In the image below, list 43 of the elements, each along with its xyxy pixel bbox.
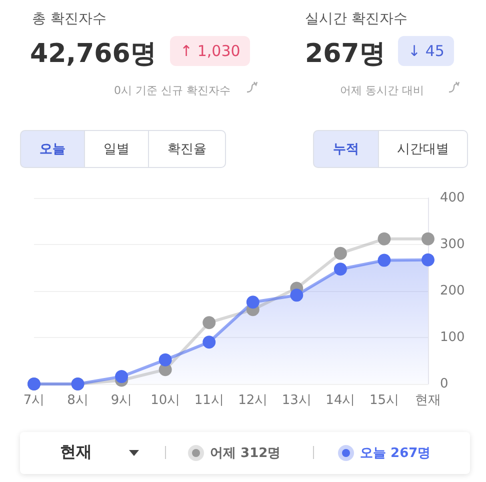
text: 일별 <box>84 130 149 168</box>
legend-label: 어제 312명 <box>210 445 281 462</box>
text: ↑ 1,030 <box>170 36 250 66</box>
point <box>422 253 434 266</box>
y-tick-label: 200 <box>440 284 465 298</box>
text: 0시 기준 신규 확진자수 <box>114 83 230 98</box>
point <box>202 336 216 349</box>
point <box>378 232 391 246</box>
y-tick-label: 400 <box>440 190 465 206</box>
x-tick-label: 15시 <box>369 393 399 408</box>
text: 42,766명 <box>30 38 156 71</box>
text: 오늘 <box>20 130 85 168</box>
x-tick-label: 12시 <box>238 393 268 408</box>
x-tick-label: 현재 <box>415 393 441 408</box>
text: 어제 동시간 대비 <box>340 83 424 98</box>
x-tick-label: 14시 <box>326 393 356 408</box>
text: 실시간 확진자수 <box>305 10 408 28</box>
text: 총 확진자수 <box>32 10 106 28</box>
x-tick-label: 8시 <box>67 393 88 408</box>
y-tick-label: 0 <box>440 376 448 392</box>
x-tick-label: 7시 <box>23 393 45 408</box>
x-tick-label: 9시 <box>110 393 132 408</box>
point <box>378 254 391 267</box>
point <box>115 370 128 384</box>
x-tick-label: 11시 <box>194 393 224 408</box>
text: 누적 <box>313 130 379 168</box>
legend-label: 오늘 267명 <box>360 445 431 462</box>
text: 시간대별 <box>378 130 468 168</box>
x-tick-label: 13시 <box>282 393 312 408</box>
y-tick-label: 100 <box>440 330 465 345</box>
point <box>422 232 434 246</box>
point <box>334 262 347 276</box>
y-tick-label: 300 <box>440 237 465 252</box>
text: 확진율 <box>148 130 226 168</box>
text: 현재 <box>60 442 92 463</box>
point <box>202 316 216 330</box>
x-tick-label: 10시 <box>150 393 180 408</box>
text: ↓ 45 <box>398 36 454 66</box>
point <box>246 296 260 309</box>
point <box>334 246 347 260</box>
point <box>158 353 172 366</box>
text: 267명 <box>305 38 386 71</box>
point <box>290 288 304 302</box>
